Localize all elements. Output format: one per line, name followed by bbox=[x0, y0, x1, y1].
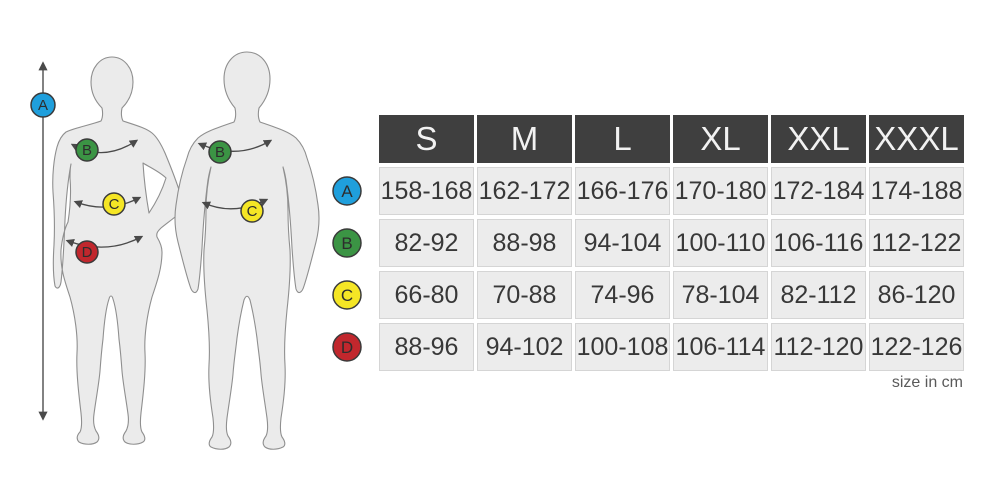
size-cell-chest: 112-122 bbox=[869, 219, 964, 267]
legend-marker-d-circle bbox=[332, 332, 362, 362]
size-cell-waist: 82-112 bbox=[771, 271, 866, 319]
size-col-header: M bbox=[477, 115, 572, 163]
female-hip-arc bbox=[65, 235, 144, 248]
size-cell-waist: 86-120 bbox=[869, 271, 964, 319]
size-cell-height: 166-176 bbox=[575, 167, 670, 215]
size-col-header: XXL bbox=[771, 115, 866, 163]
legend-marker-d-label: D bbox=[341, 338, 353, 357]
size-table: S M L XL XXL XXXL 158-168 162-172 166-17… bbox=[379, 115, 964, 371]
female-chest-marker-label: B bbox=[82, 142, 92, 159]
size-cell-hip: 100-108 bbox=[575, 323, 670, 371]
size-cell-hip: 122-126 bbox=[869, 323, 964, 371]
female-silhouette-icon bbox=[52, 56, 184, 445]
legend-marker-a-circle bbox=[332, 176, 362, 206]
legend-marker-a-label: A bbox=[341, 182, 353, 201]
legend-marker-b-label: B bbox=[341, 234, 352, 253]
female-waist-marker-label: C bbox=[109, 196, 120, 213]
male-chest-arc bbox=[197, 139, 273, 152]
size-unit-note: size in cm bbox=[891, 374, 963, 391]
male-chest-marker-label: B bbox=[215, 144, 225, 161]
size-cell-chest: 88-98 bbox=[477, 219, 572, 267]
size-cell-waist: 74-96 bbox=[575, 271, 670, 319]
size-cell-height: 172-184 bbox=[771, 167, 866, 215]
size-cell-height: 162-172 bbox=[477, 167, 572, 215]
size-col-header: S bbox=[379, 115, 474, 163]
size-cell-chest: 100-110 bbox=[673, 219, 768, 267]
size-col-header: XXXL bbox=[869, 115, 964, 163]
size-cell-waist: 78-104 bbox=[673, 271, 768, 319]
legend-marker-b-circle bbox=[332, 228, 362, 258]
size-cell-waist: 70-88 bbox=[477, 271, 572, 319]
size-cell-waist: 66-80 bbox=[379, 271, 474, 319]
female-waist-marker-circle bbox=[102, 192, 126, 216]
female-chest-marker-circle bbox=[75, 138, 99, 162]
size-cell-chest: 94-104 bbox=[575, 219, 670, 267]
marker-a-height-label: A bbox=[38, 97, 48, 114]
size-cell-height: 170-180 bbox=[673, 167, 768, 215]
male-waist-marker-circle bbox=[240, 199, 264, 223]
body-measurement-diagram: A B C D B C A B C D bbox=[30, 51, 362, 450]
legend-marker-c-label: C bbox=[341, 286, 353, 305]
size-cell-hip: 106-114 bbox=[673, 323, 768, 371]
size-cell-hip: 94-102 bbox=[477, 323, 572, 371]
size-cell-hip: 88-96 bbox=[379, 323, 474, 371]
size-cell-height: 158-168 bbox=[379, 167, 474, 215]
female-hip-marker-label: D bbox=[82, 244, 93, 261]
size-col-header: L bbox=[575, 115, 670, 163]
marker-a-height-circle bbox=[30, 92, 56, 118]
size-cell-height: 174-188 bbox=[869, 167, 964, 215]
female-hip-marker-circle bbox=[75, 240, 99, 264]
male-silhouette-icon bbox=[174, 51, 320, 450]
male-waist-marker-label: C bbox=[247, 203, 258, 220]
legend-marker-c-circle bbox=[332, 280, 362, 310]
size-cell-chest: 106-116 bbox=[771, 219, 866, 267]
male-chest-marker-circle bbox=[208, 140, 232, 164]
size-col-header: XL bbox=[673, 115, 768, 163]
size-cell-chest: 82-92 bbox=[379, 219, 474, 267]
size-cell-hip: 112-120 bbox=[771, 323, 866, 371]
